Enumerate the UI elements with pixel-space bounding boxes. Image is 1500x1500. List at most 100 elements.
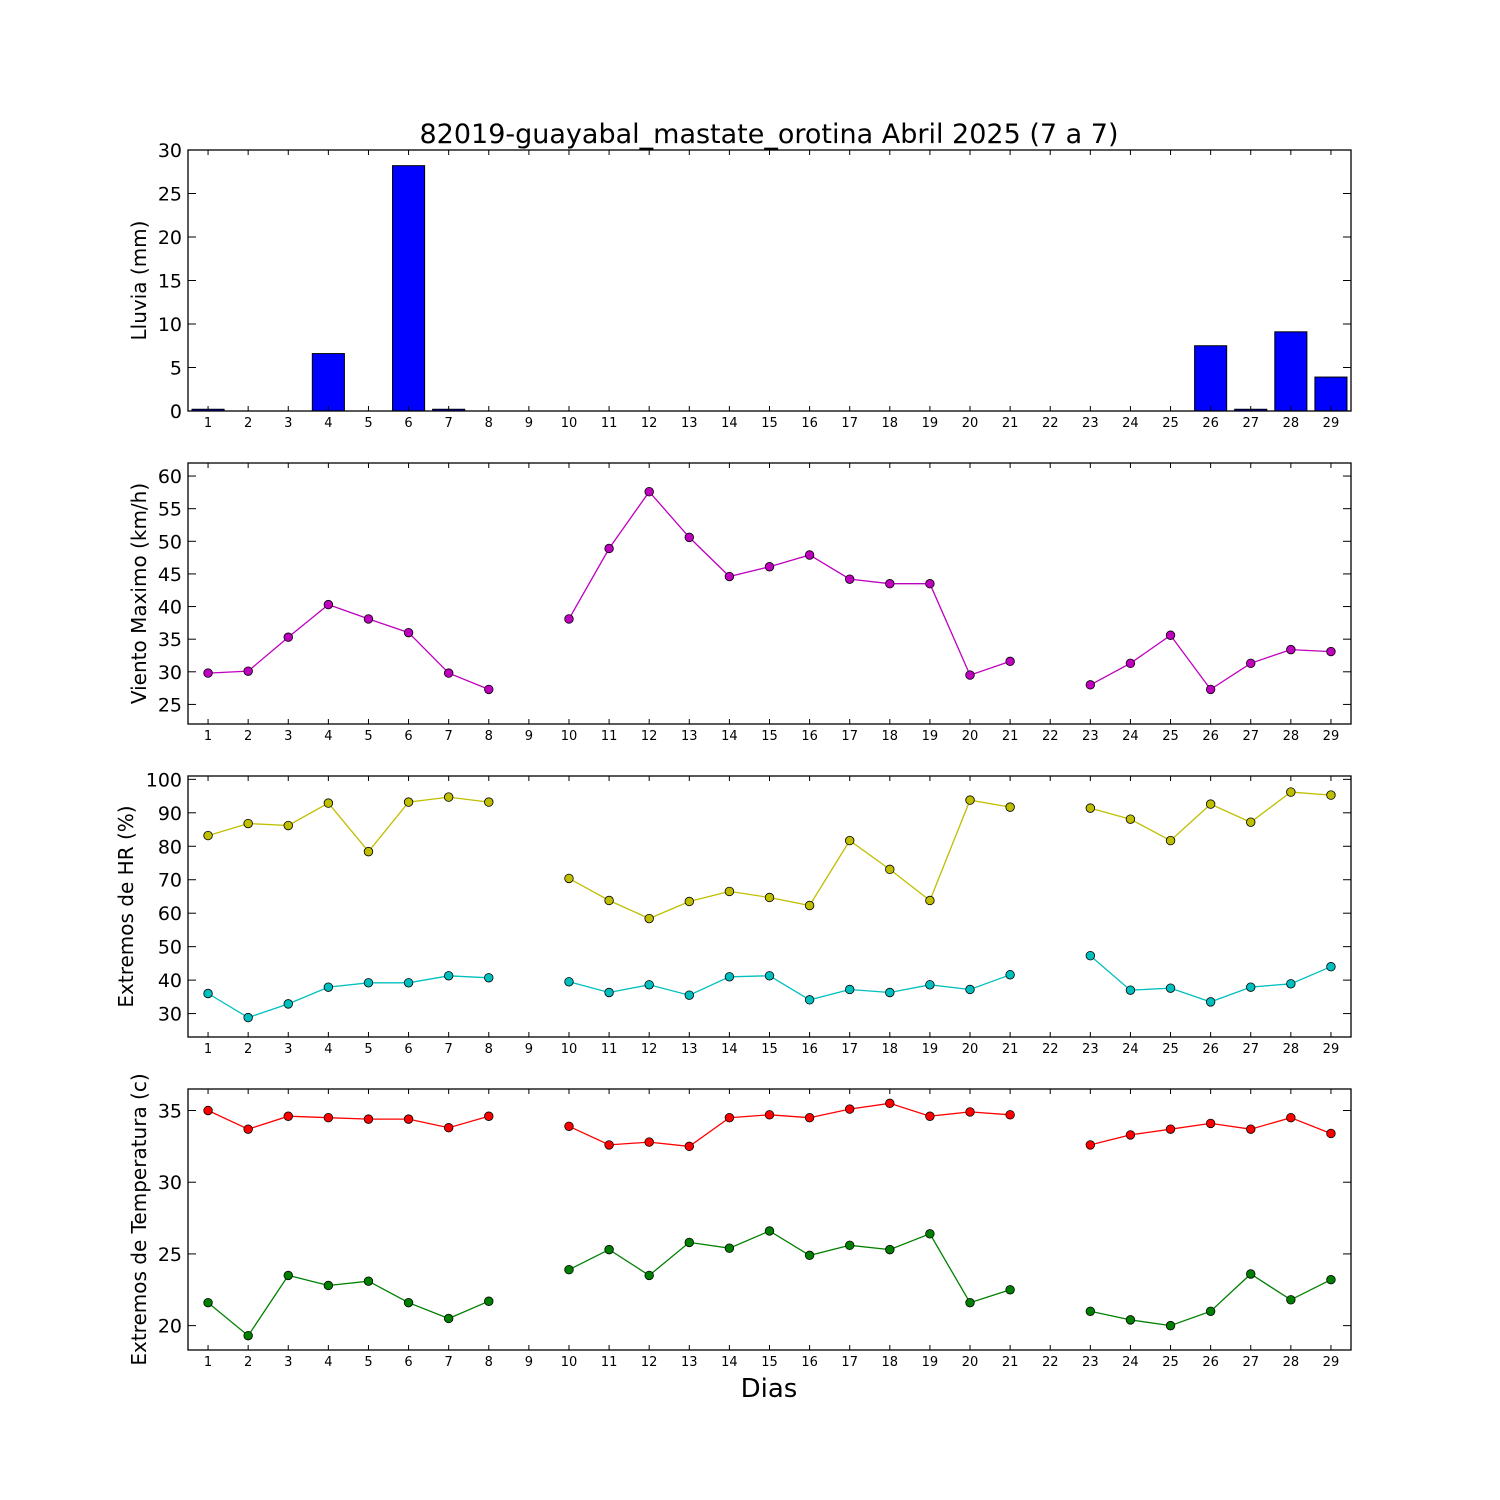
- point-wind-series-1-day-19: [925, 579, 935, 589]
- point-humidity-series-2-day-3: [283, 999, 293, 1009]
- point-temperature-series-1-day-20: [965, 1107, 975, 1117]
- point-temperature-series-2-day-4: [323, 1280, 334, 1291]
- x-tick-label-temperature-5: 5: [364, 1355, 372, 1370]
- x-tick-label-temperature-24: 24: [1122, 1355, 1139, 1370]
- point-humidity-series-1-day-25: [1165, 835, 1176, 846]
- point-wind-series-1-day-17: [845, 574, 855, 584]
- x-tick-label-rain-29: 29: [1323, 416, 1340, 431]
- bar-rain-day-28: [1274, 331, 1308, 412]
- panel-wind: 1 2 3 4 5 6 7 8 9 10 11 12 13 14 15 16 17 18 19 20 21 22 23 24 2…: [127, 462, 1352, 744]
- point-humidity-series-2-day-11: [604, 987, 614, 998]
- point-humidity-series-1-day-8: [484, 797, 494, 807]
- point-wind-series-1-day-4: [323, 599, 334, 610]
- x-tick-label-humidity-20: 20: [962, 1042, 979, 1057]
- point-humidity-series-1-day-3: [283, 820, 293, 831]
- point-temperature-series-2-day-26: [1205, 1306, 1216, 1316]
- point-wind-series-1-day-21: [1005, 656, 1015, 667]
- point-temperature-series-2-day-25: [1165, 1320, 1176, 1331]
- point-humidity-series-2-day-29: [1326, 962, 1336, 972]
- y-tick-label-temperature-20: 20: [158, 1316, 182, 1338]
- x-tick-label-humidity-18: 18: [882, 1042, 899, 1057]
- x-tick-label-rain-10: 10: [561, 416, 578, 431]
- x-tick-label-rain-8: 8: [485, 416, 493, 431]
- x-tick-label-temperature-11: 11: [601, 1355, 618, 1370]
- point-wind-series-1-day-27: [1246, 658, 1256, 669]
- point-humidity-series-1-day-11: [604, 895, 614, 906]
- x-tick-label-rain-7: 7: [445, 416, 453, 431]
- point-humidity-series-1-day-6: [403, 797, 414, 807]
- x-tick-label-humidity-23: 23: [1082, 1042, 1099, 1057]
- panel-temperature: 1 2 3 4 5 6 7 8 9 10 11 12 13 14 15 16 17 18 19 20 21 22 23 24 2…: [127, 1073, 1352, 1370]
- x-tick-label-humidity-28: 28: [1283, 1042, 1300, 1057]
- x-tick-label-humidity-12: 12: [641, 1042, 658, 1057]
- point-humidity-series-2-day-4: [323, 982, 334, 992]
- y-tick-label-rain-25: 25: [158, 184, 182, 206]
- point-temperature-series-1-day-5: [363, 1114, 374, 1124]
- x-tick-label-temperature-4: 4: [324, 1355, 332, 1370]
- x-tick-label-humidity-14: 14: [721, 1042, 738, 1057]
- x-tick-label-wind-23: 23: [1082, 729, 1099, 744]
- point-humidity-series-1-day-26: [1205, 799, 1216, 809]
- x-tick-label-rain-4: 4: [324, 416, 332, 431]
- point-humidity-series-2-day-21: [1005, 970, 1015, 980]
- point-temperature-series-1-day-29: [1326, 1128, 1336, 1139]
- y-tick-label-temperature-35: 35: [158, 1101, 182, 1123]
- x-tick-label-humidity-3: 3: [284, 1042, 292, 1057]
- x-tick-label-wind-8: 8: [485, 729, 493, 744]
- x-tick-label-humidity-4: 4: [324, 1042, 332, 1057]
- y-tick-label-humidity-50: 50: [158, 937, 182, 959]
- x-tick-label-wind-2: 2: [244, 729, 252, 744]
- point-temperature-series-1-day-19: [925, 1111, 935, 1121]
- point-temperature-series-1-day-14: [724, 1112, 735, 1123]
- x-tick-label-temperature-26: 26: [1202, 1355, 1219, 1370]
- x-tick-label-humidity-15: 15: [761, 1042, 778, 1057]
- x-tick-label-wind-4: 4: [324, 729, 332, 744]
- x-tick-label-rain-14: 14: [721, 416, 738, 431]
- point-temperature-series-2-day-15: [764, 1226, 775, 1236]
- y-tick-label-wind-25: 25: [158, 694, 182, 716]
- x-tick-label-rain-12: 12: [641, 416, 658, 431]
- point-temperature-series-2-day-7: [443, 1313, 454, 1324]
- point-temperature-series-1-day-25: [1165, 1124, 1176, 1134]
- line-humidity-series-2-segment-2: [568, 974, 1011, 1001]
- x-tick-label-rain-16: 16: [801, 416, 818, 431]
- y-tick-label-temperature-25: 25: [158, 1244, 182, 1266]
- point-temperature-series-1-day-24: [1125, 1130, 1136, 1140]
- y-tick-label-wind-45: 45: [158, 564, 182, 586]
- point-temperature-series-1-day-15: [764, 1110, 775, 1120]
- point-humidity-series-2-day-7: [443, 971, 454, 981]
- x-tick-label-humidity-16: 16: [801, 1042, 818, 1057]
- y-axis-label-rain: Lluvia (mm): [127, 221, 151, 341]
- point-temperature-series-1-day-21: [1005, 1110, 1015, 1120]
- point-wind-series-1-day-26: [1205, 684, 1216, 695]
- x-tick-label-wind-1: 1: [204, 729, 212, 744]
- x-tick-label-temperature-10: 10: [561, 1355, 578, 1370]
- point-temperature-series-2-day-13: [684, 1237, 694, 1248]
- y-axis-label-wind: Viento Maximo (km/h): [127, 483, 151, 704]
- x-tick-label-temperature-9: 9: [525, 1355, 533, 1370]
- x-tick-label-wind-9: 9: [525, 729, 533, 744]
- line-temperature-series-2-segment-2: [568, 1230, 1011, 1304]
- point-humidity-series-2-day-6: [403, 978, 414, 988]
- x-tick-label-wind-11: 11: [601, 729, 618, 744]
- x-tick-label-wind-17: 17: [841, 729, 858, 744]
- y-tick-label-humidity-100: 100: [146, 769, 182, 791]
- point-humidity-series-2-day-13: [684, 990, 694, 1000]
- x-tick-label-temperature-12: 12: [641, 1355, 658, 1370]
- point-humidity-series-2-day-26: [1205, 997, 1216, 1007]
- bar-rain-day-6: [392, 165, 426, 412]
- point-temperature-series-2-day-5: [363, 1276, 374, 1286]
- point-wind-series-1-day-29: [1326, 646, 1336, 657]
- x-tick-label-temperature-25: 25: [1162, 1355, 1179, 1370]
- point-humidity-series-1-day-10: [564, 873, 574, 884]
- x-tick-label-humidity-9: 9: [525, 1042, 533, 1057]
- line-temperature-series-2-segment-1: [207, 1274, 490, 1337]
- y-tick-label-humidity-80: 80: [158, 836, 182, 858]
- point-temperature-series-2-day-16: [804, 1250, 815, 1261]
- x-tick-label-humidity-2: 2: [244, 1042, 252, 1057]
- x-tick-label-temperature-19: 19: [922, 1355, 939, 1370]
- x-tick-label-temperature-22: 22: [1042, 1355, 1059, 1370]
- x-tick-label-wind-13: 13: [681, 729, 698, 744]
- point-humidity-series-1-day-4: [323, 798, 334, 808]
- bar-rain-day-29: [1314, 376, 1348, 412]
